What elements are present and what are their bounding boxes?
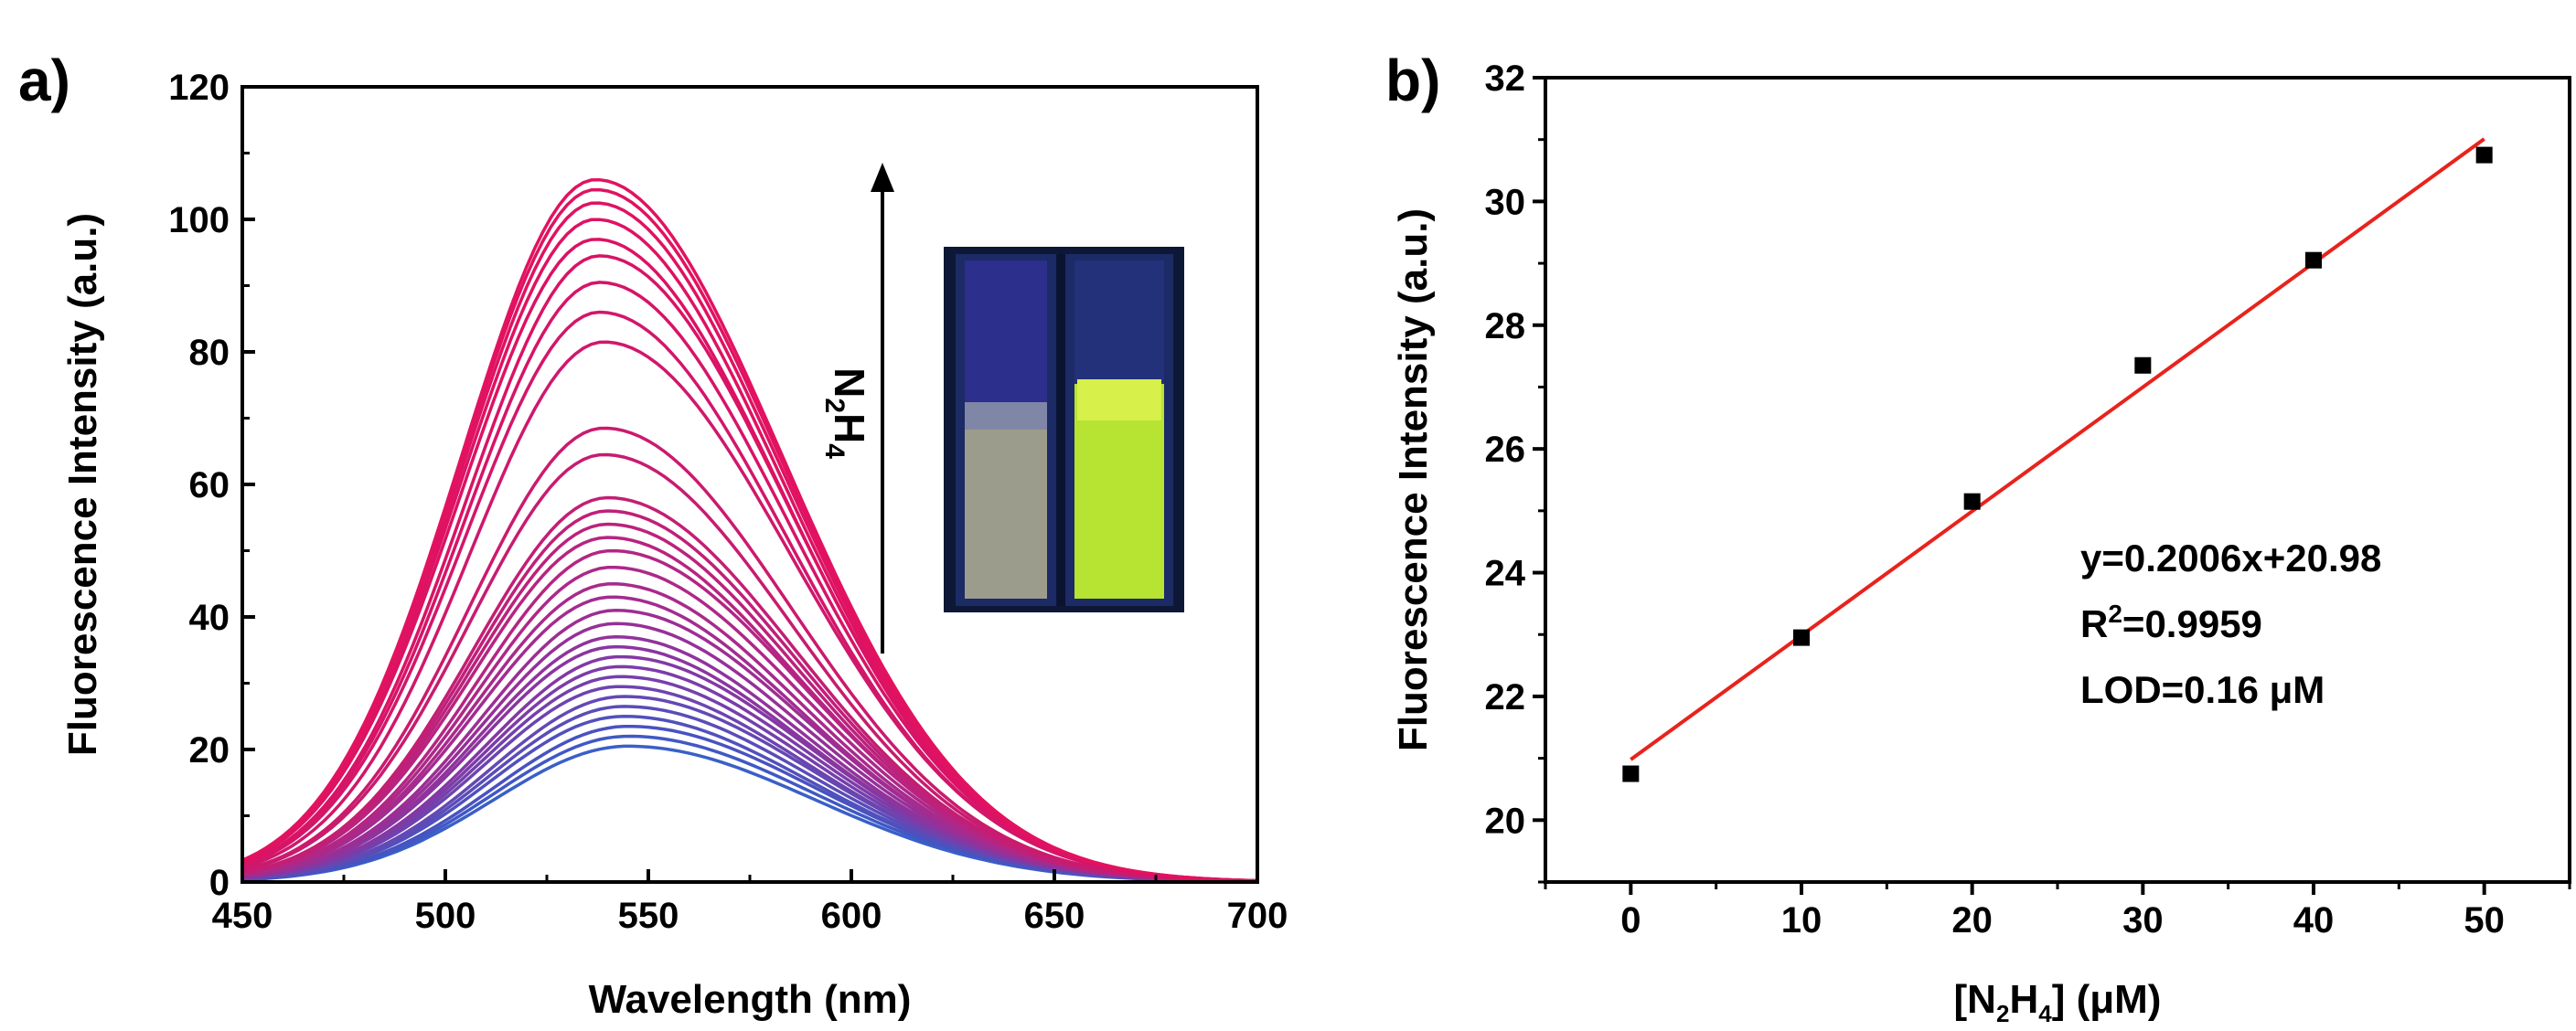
b-y-tick-label: 28 <box>1485 306 1526 346</box>
panel-b: b) 0 10 20 30 40 50 20 22 24 26 28 30 32 [N2H4] (μM… <box>1385 48 2571 1027</box>
b-data-point <box>1793 629 1810 646</box>
b-y-tick-label: 22 <box>1485 677 1526 717</box>
b-x-tick-label: 0 <box>1620 900 1641 941</box>
a-y-tick-label: 100 <box>168 200 230 240</box>
b-data-point <box>1622 765 1640 782</box>
b-r-squared: R2=0.9959 <box>2080 600 2262 645</box>
b-plot-frame <box>1544 76 2571 884</box>
a-spectrum-line <box>241 177 1258 883</box>
b-y-tick-label: 32 <box>1485 58 1526 99</box>
b-y-tick-label: 24 <box>1485 554 1526 594</box>
b-y-tick-label: 30 <box>1485 182 1526 222</box>
panel-a-label: a) <box>18 48 70 113</box>
b-x-tick-label: 20 <box>1951 900 1993 941</box>
b-x-tick-label: 50 <box>2464 900 2505 941</box>
b-data-points <box>1622 146 2493 782</box>
a-x-tick-label: 450 <box>212 896 273 936</box>
a-y-tick-label: 40 <box>189 598 230 638</box>
a-x-tick-label: 500 <box>415 896 476 936</box>
b-y-axis-title: Fluorescence Intensity (a.u.) <box>1391 208 1436 751</box>
a-y-tick-label: 120 <box>168 68 230 108</box>
b-data-point <box>1963 493 1981 510</box>
a-spectra-group <box>241 177 1258 884</box>
b-x-tick-label: 10 <box>1781 900 1822 941</box>
b-x-tick-label: 30 <box>2122 900 2164 941</box>
a-x-tick-label: 700 <box>1227 896 1288 936</box>
b-x-ticks: 0 10 20 30 40 50 <box>1544 882 2571 941</box>
a-y-tick-label: 20 <box>189 730 230 771</box>
a-x-axis-title: Wavelength (nm) <box>589 977 912 1022</box>
a-y-ticks: 0 20 40 60 80 100 120 <box>168 68 255 903</box>
b-y-ticks: 20 22 24 26 28 30 32 <box>1485 58 1545 884</box>
b-lod: LOD=0.16 μM <box>2080 668 2325 711</box>
b-r-squared-r: R <box>2080 602 2108 645</box>
b-r-squared-value: =0.9959 <box>2122 602 2262 645</box>
a-x-tick-label: 550 <box>618 896 679 936</box>
a-x-ticks: 450 500 550 600 650 700 <box>212 869 1288 936</box>
a-y-axis-title: Fluorescence Intensity (a.u.) <box>60 213 105 756</box>
panel-a: a) 450 500 550 600 650 700 0 20 40 60 80 100 120 Wa… <box>18 48 1288 1022</box>
a-y-tick-label: 0 <box>209 863 230 903</box>
b-data-point <box>2305 251 2322 269</box>
b-x-axis-title: [N2H4] (μM) <box>1954 977 2162 1027</box>
a-x-tick-label: 650 <box>1024 896 1085 936</box>
panel-b-label: b) <box>1385 48 1440 113</box>
a-y-tick-label: 60 <box>189 465 230 505</box>
a-inset-cuvette-photo <box>944 247 1184 612</box>
a-x-tick-label: 600 <box>821 896 882 936</box>
b-fit-line <box>1630 137 2485 761</box>
b-data-point <box>2475 146 2493 164</box>
b-data-point <box>2134 356 2152 374</box>
b-y-tick-label: 20 <box>1485 801 1526 841</box>
b-y-tick-label: 26 <box>1485 430 1526 470</box>
b-r-squared-exponent: 2 <box>2108 600 2122 628</box>
a-increase-arrow-head <box>871 163 894 192</box>
b-x-tick-label: 40 <box>2293 900 2335 941</box>
a-arrow-label: N2H4 <box>819 367 873 459</box>
a-spectrum-line <box>241 426 1258 883</box>
a-y-tick-label: 80 <box>189 333 230 373</box>
b-fit-equation: y=0.2006x+20.98 <box>2080 537 2381 579</box>
